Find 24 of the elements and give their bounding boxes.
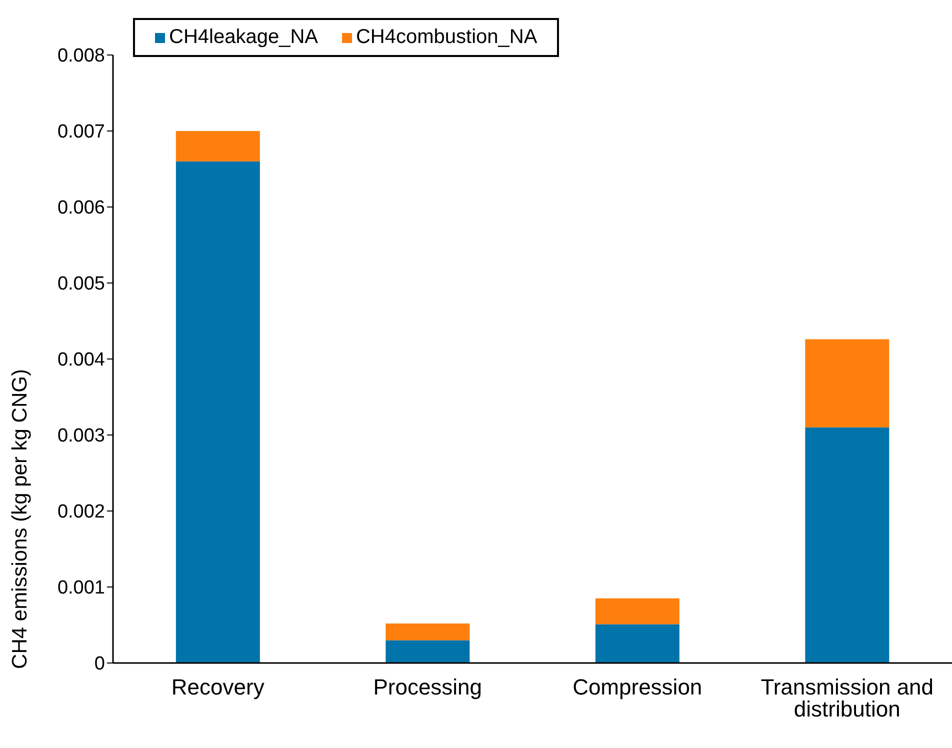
y-axis-title: CH4 emissions (kg per kg CNG) [8,369,32,669]
bar [386,623,470,640]
legend-label: CH4combustion_NA [354,26,538,49]
bar [595,624,680,663]
x-tick-label: Processing [373,674,482,700]
bar [176,131,260,162]
y-tick-label: 0.002 [57,502,105,523]
bar [595,598,680,624]
x-tick-label: Transmission and distribution [760,674,934,722]
y-tick-label: 0.001 [57,578,105,599]
y-tick-label: 0.004 [57,350,106,371]
y-tick-label: 0.006 [57,198,105,219]
y-tick-label: 0 [94,654,105,675]
y-tick-label: 0.003 [57,426,105,447]
y-tick-label: 0.008 [57,46,105,67]
x-tick-label: Recovery [171,674,264,700]
x-tick-label: Compression [572,674,702,700]
y-tick-label: 0.007 [57,122,105,143]
bar [386,640,470,663]
bar [805,427,890,663]
y-tick-label: 0.005 [57,274,105,295]
legend-label: CH4leakage_NA [168,26,318,49]
bar [176,161,260,663]
bar [805,339,890,428]
